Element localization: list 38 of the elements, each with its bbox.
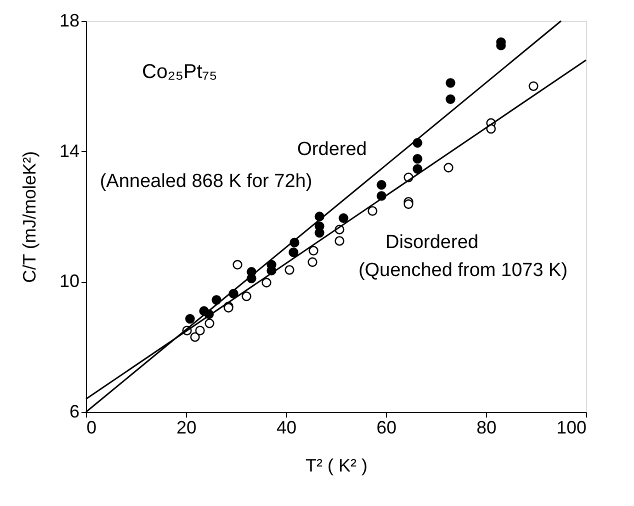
x-tick-label: 100 [556, 418, 586, 438]
point [242, 292, 252, 302]
y-tick-label: 18 [59, 10, 80, 30]
annotation: (Quenched from 1073 K) [358, 260, 568, 281]
point [412, 164, 422, 174]
point [288, 248, 298, 258]
y-tick-label: 14 [59, 140, 80, 161]
point [376, 180, 386, 190]
point [412, 154, 422, 164]
point [190, 332, 200, 342]
point [368, 206, 378, 216]
x-tick-label: 0 [86, 418, 97, 438]
annotation: (Annealed 868 K for 72h) [100, 171, 312, 192]
y-axis-title: C/T (mJ/moleK²) [19, 151, 40, 283]
x-tick-label: 80 [476, 418, 497, 438]
annotation: Ordered [297, 139, 367, 160]
x-tick-label: 60 [376, 418, 397, 438]
point [308, 257, 318, 267]
annotation: Co₂₅Pt₇₅ [142, 61, 218, 83]
point [338, 213, 348, 223]
point [444, 162, 454, 172]
point [204, 318, 214, 328]
y-tick-label: 10 [59, 271, 80, 292]
point [185, 314, 195, 324]
point [284, 265, 294, 275]
point [232, 260, 242, 270]
point [308, 246, 318, 256]
point [262, 278, 272, 288]
annotation: Disordered [386, 232, 478, 253]
x-axis-title: T² ( K² ) [306, 456, 368, 476]
point [446, 78, 456, 88]
point [446, 94, 456, 104]
x-tick-label: 40 [276, 418, 297, 438]
y-tick-label: 6 [69, 402, 80, 422]
x-tick-label: 20 [176, 418, 197, 438]
point [195, 326, 205, 336]
point [528, 81, 538, 91]
point [334, 236, 344, 246]
